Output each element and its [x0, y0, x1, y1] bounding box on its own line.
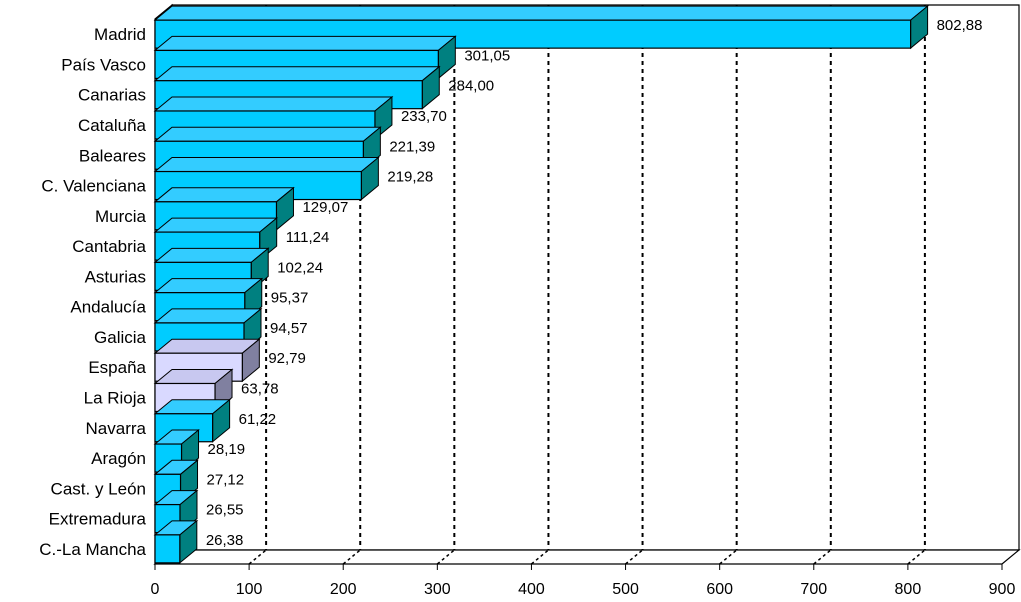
category-label: Baleares: [79, 146, 146, 165]
tick-label: 300: [424, 581, 451, 598]
bar-top: [153, 308, 263, 324]
bar-front: [154, 534, 181, 564]
category-labels: Madrid País Vasco Canarias Cataluña Baleares…: [39, 25, 146, 559]
category-label: Asturias: [85, 267, 146, 286]
tick-label: 600: [706, 581, 733, 598]
value-label: 63,78: [241, 380, 279, 397]
value-label: 221,39: [389, 138, 435, 155]
bar-top: [153, 35, 457, 51]
bars: [153, 5, 929, 564]
bar: [153, 519, 199, 564]
bar-top: [153, 338, 261, 354]
tick-label: 100: [236, 581, 263, 598]
gridline-floor: [813, 549, 832, 565]
category-label: La Rioja: [84, 388, 147, 407]
category-label: Cantabria: [72, 237, 146, 256]
value-label: 233,70: [401, 108, 447, 125]
floor: [153, 549, 1021, 565]
tick-label: 0: [151, 581, 160, 598]
category-label: Cast. y León: [51, 479, 146, 498]
category-label: C. Valenciana: [41, 177, 146, 196]
bar-top: [153, 126, 382, 142]
gridline-floor: [530, 549, 549, 565]
bar-top: [153, 96, 394, 112]
value-label: 301,05: [464, 47, 510, 64]
gridline-floor: [436, 549, 455, 565]
value-label: 102,24: [277, 259, 323, 276]
category-label: C.-La Mancha: [39, 540, 146, 559]
bar-top: [153, 5, 929, 21]
value-label: 111,24: [286, 229, 330, 246]
gridline-floor: [625, 549, 644, 565]
value-label: 28,19: [208, 441, 246, 458]
tick-label: 800: [895, 581, 922, 598]
bar-top: [153, 187, 295, 203]
value-label: 26,55: [206, 502, 244, 519]
x-axis-ticks: 0 100 200 300 400 500 600 700 800 900: [151, 564, 1016, 598]
bar-top: [153, 66, 441, 82]
value-label: 129,07: [302, 199, 348, 216]
bar-top: [153, 247, 270, 263]
tick-label: 400: [518, 581, 545, 598]
category-label: Aragón: [91, 449, 146, 468]
value-label: 92,79: [268, 350, 306, 367]
category-label: Andalucía: [70, 298, 146, 317]
bar: [153, 398, 232, 443]
category-label: País Vasco: [61, 55, 146, 74]
value-label: 95,37: [271, 290, 309, 307]
category-label: Madrid: [94, 25, 146, 44]
bar-front: [154, 19, 912, 49]
gridline-floor: [907, 549, 926, 565]
category-label: Murcia: [95, 207, 147, 226]
category-label: Cataluña: [78, 116, 147, 135]
value-label: 27,12: [207, 471, 245, 488]
tick-label: 500: [612, 581, 639, 598]
value-label: 94,57: [270, 320, 308, 337]
value-label: 61,22: [239, 411, 277, 428]
value-label: 219,28: [387, 169, 433, 186]
bar: [153, 35, 457, 80]
category-label: España: [88, 358, 146, 377]
bar: [153, 217, 279, 262]
value-label: 802,88: [937, 17, 983, 34]
bar-top: [153, 278, 264, 294]
category-label: Canarias: [78, 86, 146, 105]
gridline-floor: [342, 549, 361, 565]
tick-label: 700: [800, 581, 827, 598]
category-label: Galicia: [94, 328, 147, 347]
gridline-floor: [248, 549, 267, 565]
bar: [153, 5, 929, 50]
bar-top: [153, 217, 279, 233]
category-label: Extremadura: [49, 510, 147, 529]
value-label: 26,38: [206, 532, 244, 549]
bar-top: [153, 157, 380, 173]
value-label: 284,00: [448, 78, 494, 95]
gridline-floor: [719, 549, 738, 565]
category-label: Navarra: [86, 419, 147, 438]
tick-label: 200: [330, 581, 357, 598]
tick-label: 900: [989, 581, 1016, 598]
